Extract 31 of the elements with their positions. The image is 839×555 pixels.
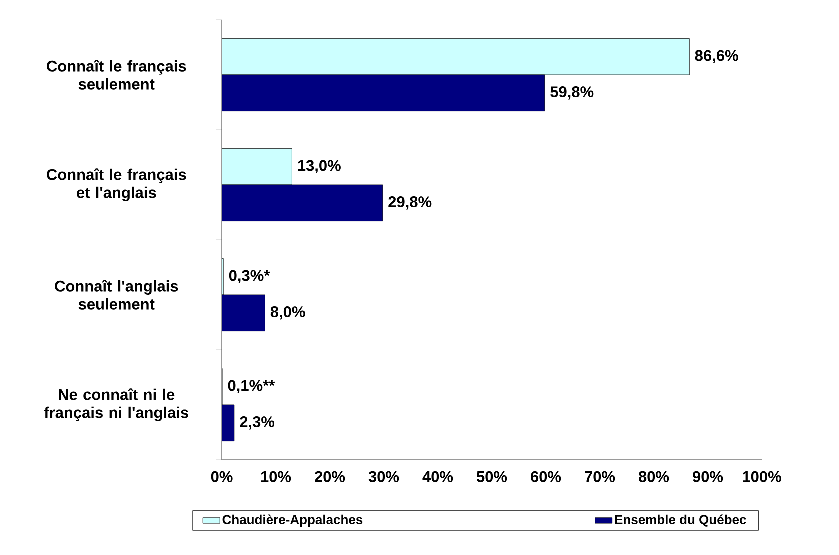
data-label: 8,0% — [270, 306, 306, 320]
x-tick-label: 40% — [422, 471, 454, 482]
bar — [222, 294, 266, 332]
data-label: 0,3%* — [229, 270, 270, 284]
data-label: 29,8% — [388, 196, 432, 210]
data-label: 0,1%** — [228, 380, 276, 394]
legend-label: Ensemble du Québec — [615, 514, 746, 527]
x-tick-label: 60% — [531, 471, 562, 482]
x-tick-label: 80% — [638, 471, 670, 482]
y-tick-label: Connaît le français et l'anglais — [47, 168, 186, 202]
x-tick-label: 70% — [585, 471, 616, 482]
y-tick-label: Connaît l'anglais seulement — [55, 280, 178, 310]
bar — [222, 74, 546, 112]
x-tick-label: 30% — [368, 471, 400, 482]
data-label: 86,6% — [695, 50, 738, 64]
data-label: 59,8% — [550, 86, 594, 100]
x-tick-label: 0% — [211, 471, 233, 482]
x-tick-label: 100% — [743, 471, 782, 482]
bar — [222, 148, 292, 186]
y-tick-label: Connaît le français seulement — [47, 60, 186, 90]
data-label: 2,3% — [240, 416, 275, 430]
bar — [222, 404, 235, 442]
legend-label: Chaudière-Appalaches — [222, 514, 363, 528]
x-tick-label: 50% — [476, 471, 508, 482]
y-tick-label: Ne connaît ni le français ni l'anglais — [44, 388, 188, 422]
x-tick-label: 20% — [315, 471, 346, 482]
x-tick-label: 10% — [261, 471, 292, 482]
data-label: 13,0% — [298, 160, 341, 174]
bar — [222, 38, 690, 76]
bar — [222, 184, 384, 222]
x-tick-label: 90% — [693, 471, 724, 482]
